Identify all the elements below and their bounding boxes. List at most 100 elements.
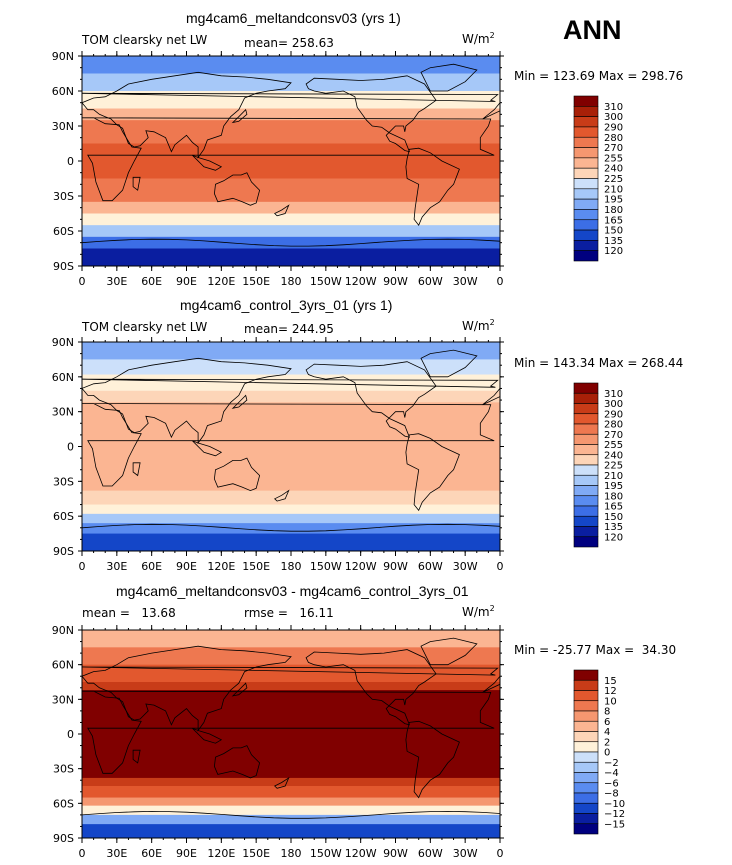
lat-label: 30N [52, 120, 74, 133]
panel-3-mean: mean = 13.68 [82, 606, 176, 620]
lat-label: 90N [52, 624, 74, 637]
lat-label: 60S [53, 797, 74, 810]
colorbar-label: 290 [604, 122, 623, 133]
colorbar-box [573, 167, 599, 179]
panel-2-max: 268.44 [641, 356, 684, 370]
coastline [274, 489, 290, 502]
colorbar-label: 165 [604, 502, 623, 513]
coastline [82, 403, 495, 487]
colorbar-box [573, 485, 599, 497]
panel-1-units-sup: 2 [489, 31, 495, 40]
lon-label: 120W [345, 847, 377, 860]
panel-1-variable: TOM clearsky net LW [82, 33, 208, 47]
colorbar-label: 210 [604, 184, 623, 195]
colorbar-box [573, 772, 599, 784]
field-band [82, 178, 500, 203]
field-band [82, 805, 500, 816]
panel-3-units-sup: 2 [489, 604, 495, 613]
lat-label: 90S [53, 545, 74, 558]
field-band [82, 236, 500, 249]
colorbar-label: 120 [604, 532, 623, 543]
panel-3-rmse: rmse = 16.11 [244, 606, 334, 620]
colorbar-label: 210 [604, 471, 623, 482]
colorbar-label: −10 [604, 799, 625, 810]
colorbar-label: −8 [604, 789, 619, 800]
coastline [82, 690, 495, 774]
coastline [274, 776, 290, 789]
colorbar-label: 255 [604, 153, 623, 164]
map-field [82, 56, 500, 266]
field-band [82, 390, 500, 403]
colorbar-box [573, 382, 599, 394]
colorbar-box [573, 731, 599, 743]
coastline [132, 462, 141, 477]
colorbar-box [573, 240, 599, 251]
colorbar-box [573, 250, 599, 262]
colorbar-label: 195 [604, 481, 623, 492]
coastline [274, 204, 290, 217]
coastline [132, 176, 141, 191]
colorbar-label: 0 [604, 748, 610, 759]
colorbar-label: 290 [604, 409, 623, 420]
colorbar-label: −4 [604, 768, 619, 779]
colorbar-box [573, 136, 599, 148]
colorbar-label: 150 [604, 512, 623, 523]
colorbar-box [573, 813, 599, 825]
colorbar-box [573, 126, 599, 138]
lon-label: 30W [453, 275, 478, 288]
lon-label: 120E [207, 275, 235, 288]
colorbar-label: 120 [604, 246, 623, 257]
panel-1-title: mg4cam6_meltandconsv03 (yrs 1) [186, 10, 401, 26]
coastline [82, 645, 292, 732]
lon-label: 0 [79, 847, 86, 860]
colorbar-label: 310 [604, 102, 623, 113]
lon-label: 0 [497, 275, 504, 288]
panel-2-units: W/m2 [462, 318, 495, 333]
lat-label: 30N [52, 406, 74, 419]
coastline [482, 387, 500, 406]
panel-3-min: -25.77 [552, 643, 592, 657]
colorbar-box [573, 536, 599, 548]
colorbar-box [573, 188, 599, 200]
coastline [213, 172, 261, 206]
lat-label: 90N [52, 50, 74, 63]
coastline [231, 682, 248, 697]
colorbar-box [573, 464, 599, 476]
lat-label: 30S [53, 475, 74, 488]
lon-label: 60E [141, 275, 162, 288]
lon-label: 60W [418, 275, 443, 288]
coastline [420, 349, 478, 378]
lon-label: 150W [310, 560, 342, 573]
lat-label: 0 [67, 155, 74, 168]
colorbar-box [573, 392, 599, 404]
lon-label: 150E [242, 560, 270, 573]
coastline [405, 433, 460, 512]
field-band [82, 777, 500, 787]
map-field [82, 342, 500, 551]
lon-label: 150W [310, 275, 342, 288]
coastline [82, 357, 292, 445]
coastline [82, 666, 499, 676]
coastline-antarctica [82, 810, 500, 819]
lat-label: 90S [53, 832, 74, 845]
panel-3-minmax: Min = -25.77 Max = 34.30 [514, 643, 677, 657]
lat-label: 30S [53, 763, 74, 776]
colorbar-label: 280 [604, 420, 623, 431]
field-band [82, 374, 500, 392]
colorbar-box [573, 741, 599, 753]
field-band [82, 797, 500, 807]
panel-2-units-text: W/m [462, 319, 490, 333]
lon-label: 90E [176, 560, 197, 573]
colorbar-1: 3103002902802702552402252101951801651501… [573, 95, 623, 262]
panel-1-mean: mean= 258.63 [244, 36, 334, 50]
field-band [82, 690, 500, 779]
coastline [82, 92, 499, 102]
colorbar-label: 150 [604, 226, 623, 237]
colorbar-box [573, 505, 599, 517]
panel-2-min: 143.34 [552, 356, 595, 370]
field-band [82, 108, 500, 121]
lon-label: 120W [345, 560, 377, 573]
lon-label: 120W [345, 275, 377, 288]
lon-label: 90W [383, 847, 408, 860]
